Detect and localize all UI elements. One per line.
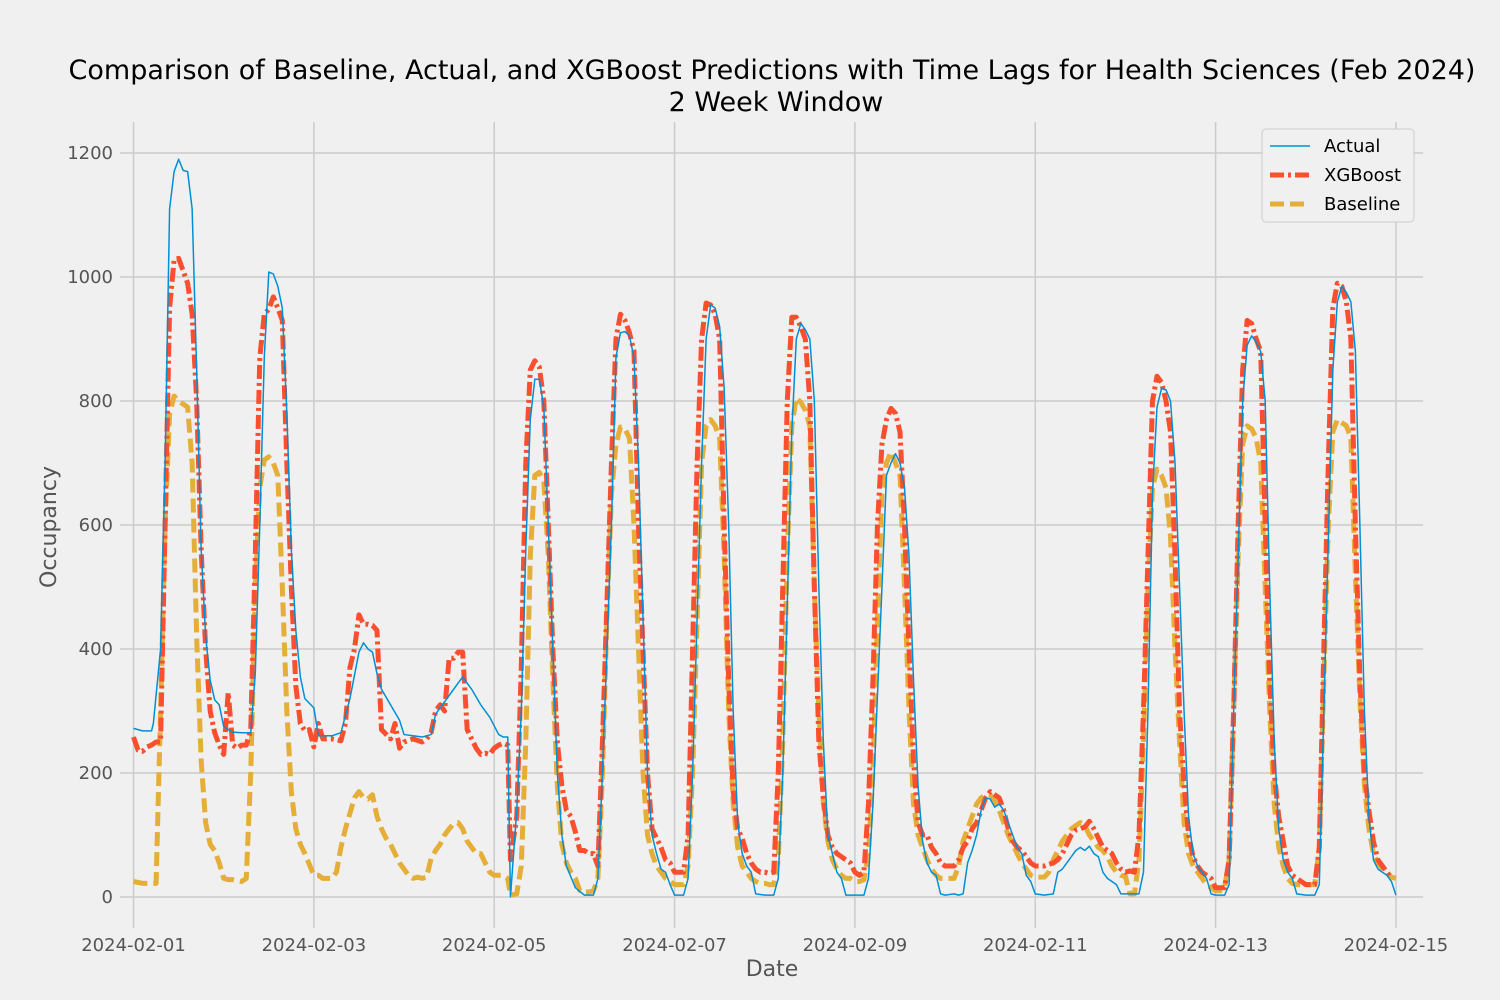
x-axis-label: Date — [746, 957, 799, 982]
x-tick-label: 2024-02-03 — [262, 935, 367, 956]
legend-label-baseline: Baseline — [1324, 194, 1400, 215]
x-tick-label: 2024-02-15 — [1344, 935, 1449, 956]
series-line-actual — [133, 158, 1397, 898]
series-line-baseline — [133, 393, 1397, 898]
x-tick-label: 2024-02-05 — [442, 935, 547, 956]
x-tick-label: 2024-02-07 — [622, 935, 727, 956]
x-tick-label: 2024-02-11 — [983, 935, 1088, 956]
y-tick-label: 0 — [102, 887, 113, 908]
y-tick-labels: 0 200 400 600 800 1000 1200 — [67, 143, 113, 908]
series-layer — [131, 158, 1397, 898]
x-tick-label: 2024-02-09 — [803, 935, 908, 956]
chart-title: Comparison of Baseline, Actual, and XGBo… — [69, 55, 1476, 86]
y-tick-label: 800 — [79, 391, 113, 412]
x-tick-label: 2024-02-01 — [81, 935, 186, 956]
series-line-xgboost — [131, 255, 1394, 891]
y-tick-label: 200 — [79, 763, 113, 784]
x-tick-label: 2024-02-13 — [1163, 935, 1268, 956]
y-tick-label: 600 — [79, 515, 113, 536]
y-tick-label: 1200 — [67, 143, 113, 164]
chart-subtitle: 2 Week Window — [669, 87, 884, 118]
y-tick-label: 400 — [79, 639, 113, 660]
y-grid — [120, 152, 1423, 898]
legend-label-actual: Actual — [1324, 136, 1380, 157]
legend-box — [1261, 128, 1415, 223]
legend: Actual XGBoost Baseline — [1261, 128, 1415, 223]
legend-label-xgboost: XGBoost — [1324, 165, 1401, 186]
y-axis-label: Occupancy — [37, 466, 62, 588]
x-tick-labels: 2024-02-01 2024-02-03 2024-02-05 2024-02-07… — [81, 935, 1448, 956]
y-tick-label: 1000 — [67, 267, 113, 288]
